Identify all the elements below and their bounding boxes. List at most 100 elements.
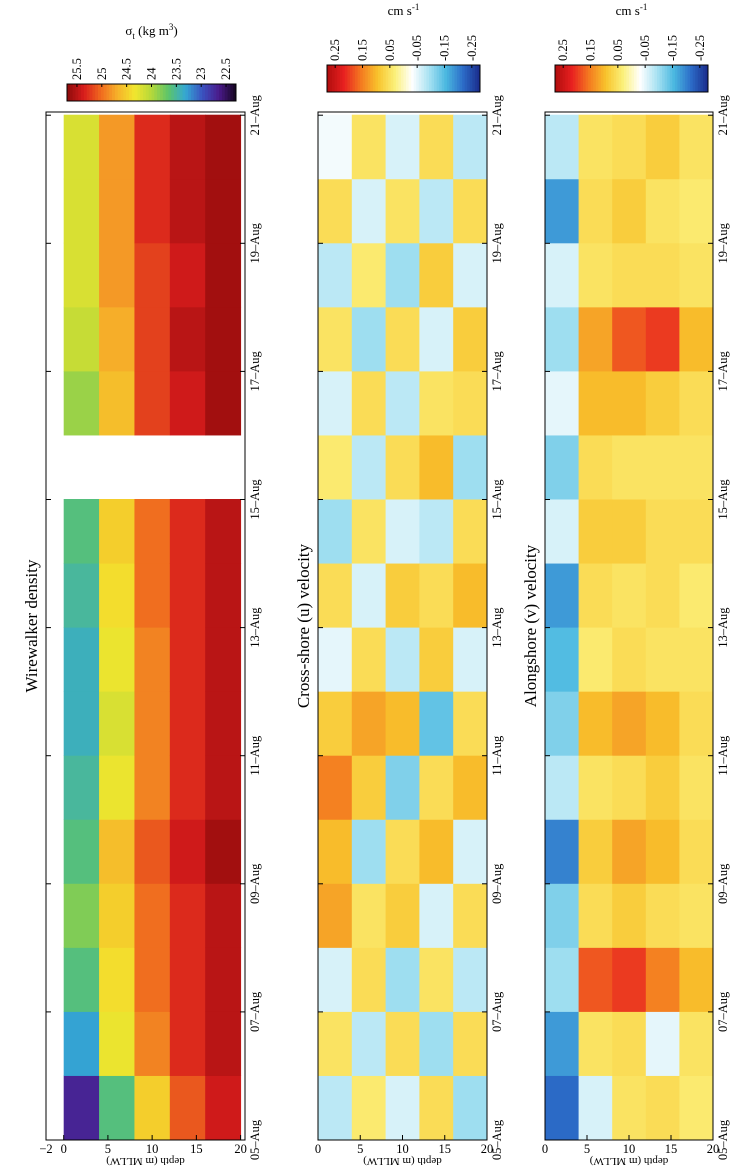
colorbar-swatch — [436, 65, 440, 92]
heat-cell — [612, 1011, 647, 1076]
heat-cell — [679, 1011, 713, 1076]
heat-cell — [545, 114, 580, 180]
heat-cell — [419, 499, 454, 564]
colorbar-swatch — [123, 84, 127, 101]
heat-cell — [99, 755, 135, 820]
heat-cell — [419, 114, 454, 180]
colorbar-swatch — [233, 84, 237, 101]
heat-cell — [545, 627, 580, 692]
heat-cell — [578, 499, 613, 564]
heat-cell — [205, 563, 242, 628]
y-tick-label: 0 — [542, 1142, 548, 1156]
heat-cell — [318, 1011, 353, 1076]
colorbar-swatch — [679, 65, 683, 92]
colorbar-swatch — [667, 65, 671, 92]
heat-cell — [419, 627, 454, 692]
heat-cell — [453, 883, 487, 948]
y-tick-label: 10 — [396, 1142, 409, 1156]
colorbar-swatch — [439, 65, 443, 92]
colorbar-swatch — [210, 84, 214, 101]
colorbar-swatch — [618, 65, 622, 92]
heat-cell — [385, 755, 420, 820]
x-tick-label: 17–Aug — [248, 351, 262, 392]
heat-cell — [63, 819, 100, 884]
heat-cell — [318, 306, 353, 372]
heat-cell — [99, 306, 135, 372]
colorbar-swatch — [572, 65, 576, 92]
heat-cell — [318, 947, 353, 1012]
colorbar-swatch — [372, 65, 376, 92]
colorbar-swatch — [474, 65, 478, 92]
colorbar-swatch — [606, 65, 609, 92]
heat-cell — [205, 370, 242, 436]
heat-cell — [63, 499, 100, 564]
heat-cell — [318, 114, 353, 180]
heat-cell — [645, 499, 680, 564]
heat-cell — [545, 242, 580, 308]
heat-cell — [169, 178, 206, 244]
heat-cell — [385, 1011, 420, 1076]
colorbar-swatch — [131, 84, 135, 101]
colorbar-swatch — [179, 84, 183, 101]
heat-cell — [134, 819, 171, 884]
colorbar-swatch — [672, 65, 676, 92]
colorbar-swatch — [454, 65, 458, 92]
colorbar-swatch — [337, 65, 341, 92]
heat-cell — [63, 1075, 100, 1140]
heat-cell — [679, 819, 713, 884]
heat-cell — [351, 306, 387, 372]
colorbar-swatch — [700, 65, 704, 92]
colorbar-swatch — [449, 65, 453, 92]
colorbar-swatch — [193, 84, 197, 101]
colorbar-swatch — [639, 65, 643, 92]
colorbar-swatch — [137, 84, 141, 101]
colorbar-swatch — [202, 84, 206, 101]
colorbar-swatch — [411, 65, 415, 92]
colorbar-tick-label: 25.5 — [70, 58, 84, 80]
colorbar-swatch — [423, 65, 427, 92]
colorbar-swatch — [421, 65, 425, 92]
heat-cell — [578, 1011, 613, 1076]
heat-cell — [351, 883, 387, 948]
heat-cell — [645, 1011, 680, 1076]
heat-cell — [645, 883, 680, 948]
x-tick-label: 17–Aug — [490, 351, 504, 392]
heat-cell — [169, 499, 206, 564]
heat-cell — [351, 1011, 387, 1076]
heat-cell — [205, 755, 242, 820]
heat-cell — [578, 883, 613, 948]
heat-cell — [453, 499, 487, 564]
heat-cell — [612, 627, 647, 692]
heat-cell — [351, 434, 387, 500]
heat-cell — [134, 1075, 171, 1140]
heat-cell — [205, 627, 242, 692]
y-tick-label: 10 — [146, 1142, 159, 1156]
heat-cell — [578, 434, 613, 500]
heat-cell — [578, 178, 613, 244]
colorbar-swatch — [600, 65, 604, 92]
heat-cell — [63, 883, 100, 948]
heat-cell — [419, 306, 454, 372]
heat-cell — [578, 691, 613, 756]
heat-cell — [385, 563, 420, 628]
heatmap — [318, 114, 487, 1140]
y-tick-label: 0 — [61, 1142, 67, 1156]
heat-cell — [63, 691, 100, 756]
heat-cell — [134, 306, 171, 372]
heat-cell — [351, 755, 387, 820]
x-tick-label: 15–Aug — [716, 479, 730, 520]
heat-cell — [578, 306, 613, 372]
colorbar-swatch — [626, 65, 630, 92]
heat-cell — [453, 114, 487, 180]
colorbar-swatch — [162, 84, 166, 101]
heat-cell — [134, 883, 171, 948]
colorbar-swatch — [395, 65, 399, 92]
colorbar-swatch — [383, 65, 387, 92]
y-axis-label: depth (m MLLW) — [589, 1155, 668, 1167]
colorbar-tick-label: -0.15 — [437, 35, 451, 61]
heat-cell — [578, 755, 613, 820]
heat-cell — [612, 1075, 647, 1140]
colorbar-swatch — [81, 84, 85, 101]
colorbar-swatch — [477, 65, 481, 92]
heat-cell — [679, 883, 713, 948]
